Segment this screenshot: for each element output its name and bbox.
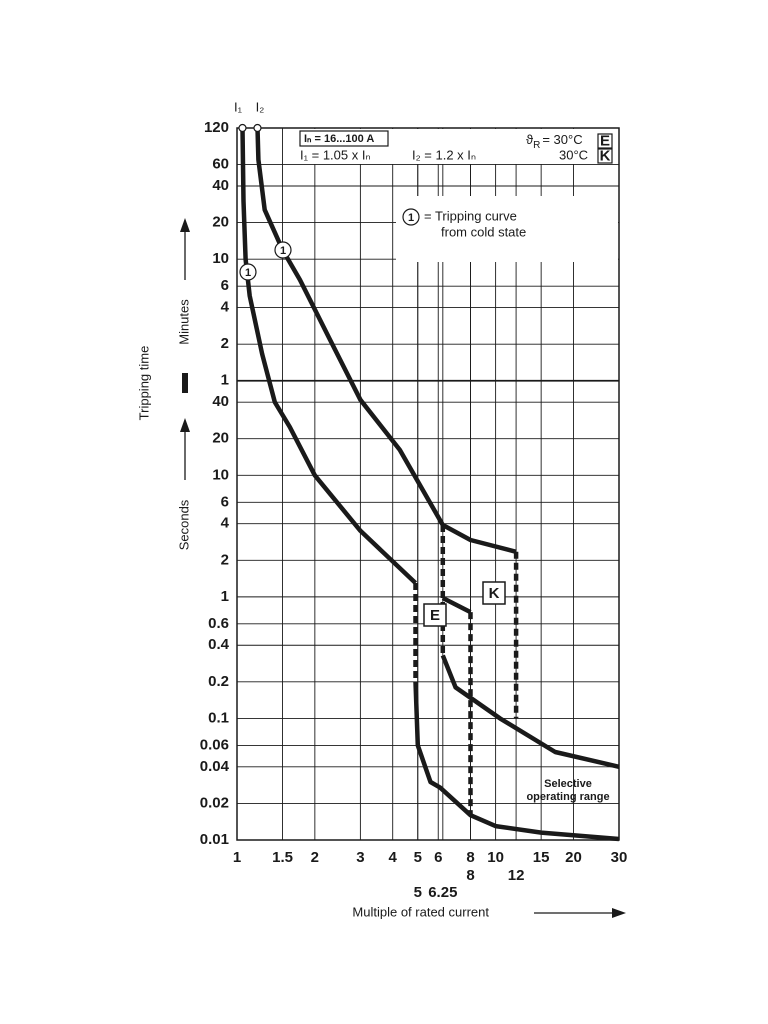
- y-tick-label: 10: [212, 466, 229, 483]
- y-tick-label: 0.04: [200, 758, 230, 775]
- y-tick-label: 120: [204, 119, 229, 136]
- curve-marker-label: 1: [245, 267, 251, 279]
- y-tick-label: 0.01: [200, 831, 229, 848]
- y-tick-label: 2: [221, 551, 229, 568]
- curve-marker: [239, 263, 257, 281]
- range-text: operating range: [526, 791, 609, 803]
- y-tick-label: 0.6: [208, 615, 229, 632]
- y-arrowhead: [180, 218, 190, 232]
- plot-frame: [236, 127, 620, 841]
- curve-marker: [274, 241, 292, 259]
- e-small: E: [600, 132, 610, 149]
- x-tick-label: 5: [414, 884, 422, 901]
- y-tick-label: 0.02: [200, 794, 229, 811]
- y-tick-label: 1: [221, 372, 229, 389]
- y-arrowhead: [180, 418, 190, 432]
- curve: [413, 681, 620, 842]
- y-tick-label: 40: [212, 177, 229, 194]
- curve: [240, 127, 418, 585]
- y-tick-label: 6: [221, 493, 229, 510]
- y-tick-label: 6: [221, 277, 229, 294]
- temp-sub: R: [533, 140, 540, 151]
- x-tick-label: 10: [487, 849, 504, 866]
- y-tick-label: 40: [212, 393, 229, 410]
- rated-box: [299, 130, 389, 147]
- range-text: Selective: [544, 778, 592, 790]
- k-label: K: [489, 585, 500, 602]
- curve-marker-label: 1: [280, 245, 286, 257]
- y-minutes-label: Minutes: [176, 299, 191, 345]
- k-small: K: [600, 147, 611, 164]
- y-tick-label: 0.2: [208, 673, 229, 690]
- curve: [255, 127, 517, 554]
- curve: [441, 595, 472, 615]
- y-separator: [182, 373, 188, 393]
- y-tick-label: 10: [212, 250, 229, 267]
- rated-range: Iₙ = 16...100 A: [304, 133, 374, 145]
- temp-symbol: ϑ: [526, 132, 534, 147]
- y-tick-label: 0.1: [208, 709, 229, 726]
- x-arrowhead: [612, 908, 626, 918]
- x-tick-label: 6.25: [428, 884, 457, 901]
- i1-def: I₁ = 1.05 x Iₙ: [300, 147, 371, 162]
- curve: [440, 654, 620, 769]
- curve-start: [238, 123, 247, 133]
- k-box: [482, 581, 506, 605]
- x-tick-label: 8: [466, 849, 474, 866]
- legend-box: [396, 196, 618, 262]
- temp-k: 30°C: [559, 147, 588, 162]
- legend-marker-label: 1: [408, 212, 414, 224]
- curves: [238, 123, 620, 842]
- y-tick-label: 0.06: [200, 736, 229, 753]
- y-tick-label: 60: [212, 156, 229, 173]
- x-tick-label: 15: [533, 849, 550, 866]
- temp-e-value: = 30°C: [542, 132, 582, 147]
- x-tick-label: 20: [565, 849, 582, 866]
- x-tick-label: 8: [466, 867, 474, 884]
- k-box-small: [597, 148, 613, 164]
- i2-def: I₂ = 1.2 x Iₙ: [412, 147, 476, 162]
- legend-text: from cold state: [441, 224, 526, 239]
- e-box: [423, 603, 447, 627]
- x-axis-label: Multiple of rated current: [352, 904, 489, 919]
- x-tick-label: 1: [233, 849, 241, 866]
- x-tick-label: 12: [508, 867, 525, 884]
- temp-e: ϑR = 30°C: [526, 132, 583, 150]
- x-tick-label: 6: [434, 849, 442, 866]
- x-tick-label: 3: [356, 849, 364, 866]
- y-tick-label: 2: [221, 335, 229, 352]
- y-seconds-label: Seconds: [176, 499, 191, 550]
- i2-label: I₂: [256, 99, 265, 114]
- e-label: E: [430, 607, 440, 624]
- legend-marker: [402, 208, 420, 226]
- i1-label: I₁: [234, 99, 243, 114]
- x-tick-label: 4: [389, 849, 398, 866]
- x-tick-label: 30: [611, 849, 628, 866]
- y-tick-label: 4: [221, 515, 230, 532]
- y-tick-label: 0.4: [208, 636, 230, 653]
- y-tick-label: 20: [212, 214, 229, 231]
- y-tick-label: 1: [221, 588, 229, 605]
- x-tick-label: 2: [311, 849, 319, 866]
- y-axis-label: Tripping time: [136, 346, 151, 421]
- e-box-small: [597, 133, 613, 149]
- x-tick-label: 5: [414, 849, 422, 866]
- y-tick-label: 4: [221, 299, 230, 316]
- x-tick-label: 1.5: [272, 849, 293, 866]
- y-tick-label: 20: [212, 430, 229, 447]
- legend-text: = Tripping curve: [424, 208, 517, 223]
- curve-start: [253, 123, 262, 133]
